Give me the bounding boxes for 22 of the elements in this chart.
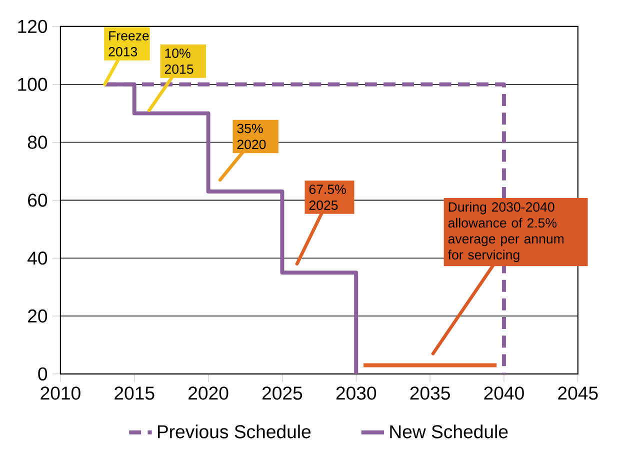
annotation: 67.5% 2025	[309, 184, 346, 210]
y-tick-label: 100	[18, 78, 48, 91]
annotation: 35% 2020	[237, 124, 266, 150]
x-tick-label: 2030	[336, 386, 376, 400]
x-tick-label: 2045	[558, 386, 598, 400]
y-tick-label: 40	[28, 251, 48, 265]
legend-label: Previous Schedule	[158, 424, 311, 438]
y-tick-label: 60	[28, 194, 48, 207]
y-tick-label: 120	[18, 20, 48, 33]
annotation: During 2030-2040 allowance of 2.5% average per annum for servicing	[448, 202, 564, 262]
annotation: Freeze 2013	[108, 31, 149, 56]
x-tick-label: 2025	[262, 386, 302, 400]
y-tick-label: 0	[38, 367, 48, 380]
x-tick-label: 2040	[484, 386, 524, 400]
x-tick-label: 2010	[40, 386, 80, 400]
x-tick-label: 2020	[188, 386, 228, 400]
y-tick-label: 20	[28, 309, 48, 323]
x-tick-label: 2015	[114, 386, 154, 400]
y-tick-label: 80	[28, 136, 48, 149]
annotation: 10% 2015	[164, 48, 194, 74]
x-tick-label: 2035	[410, 386, 450, 400]
legend-label: New Schedule	[390, 424, 508, 438]
